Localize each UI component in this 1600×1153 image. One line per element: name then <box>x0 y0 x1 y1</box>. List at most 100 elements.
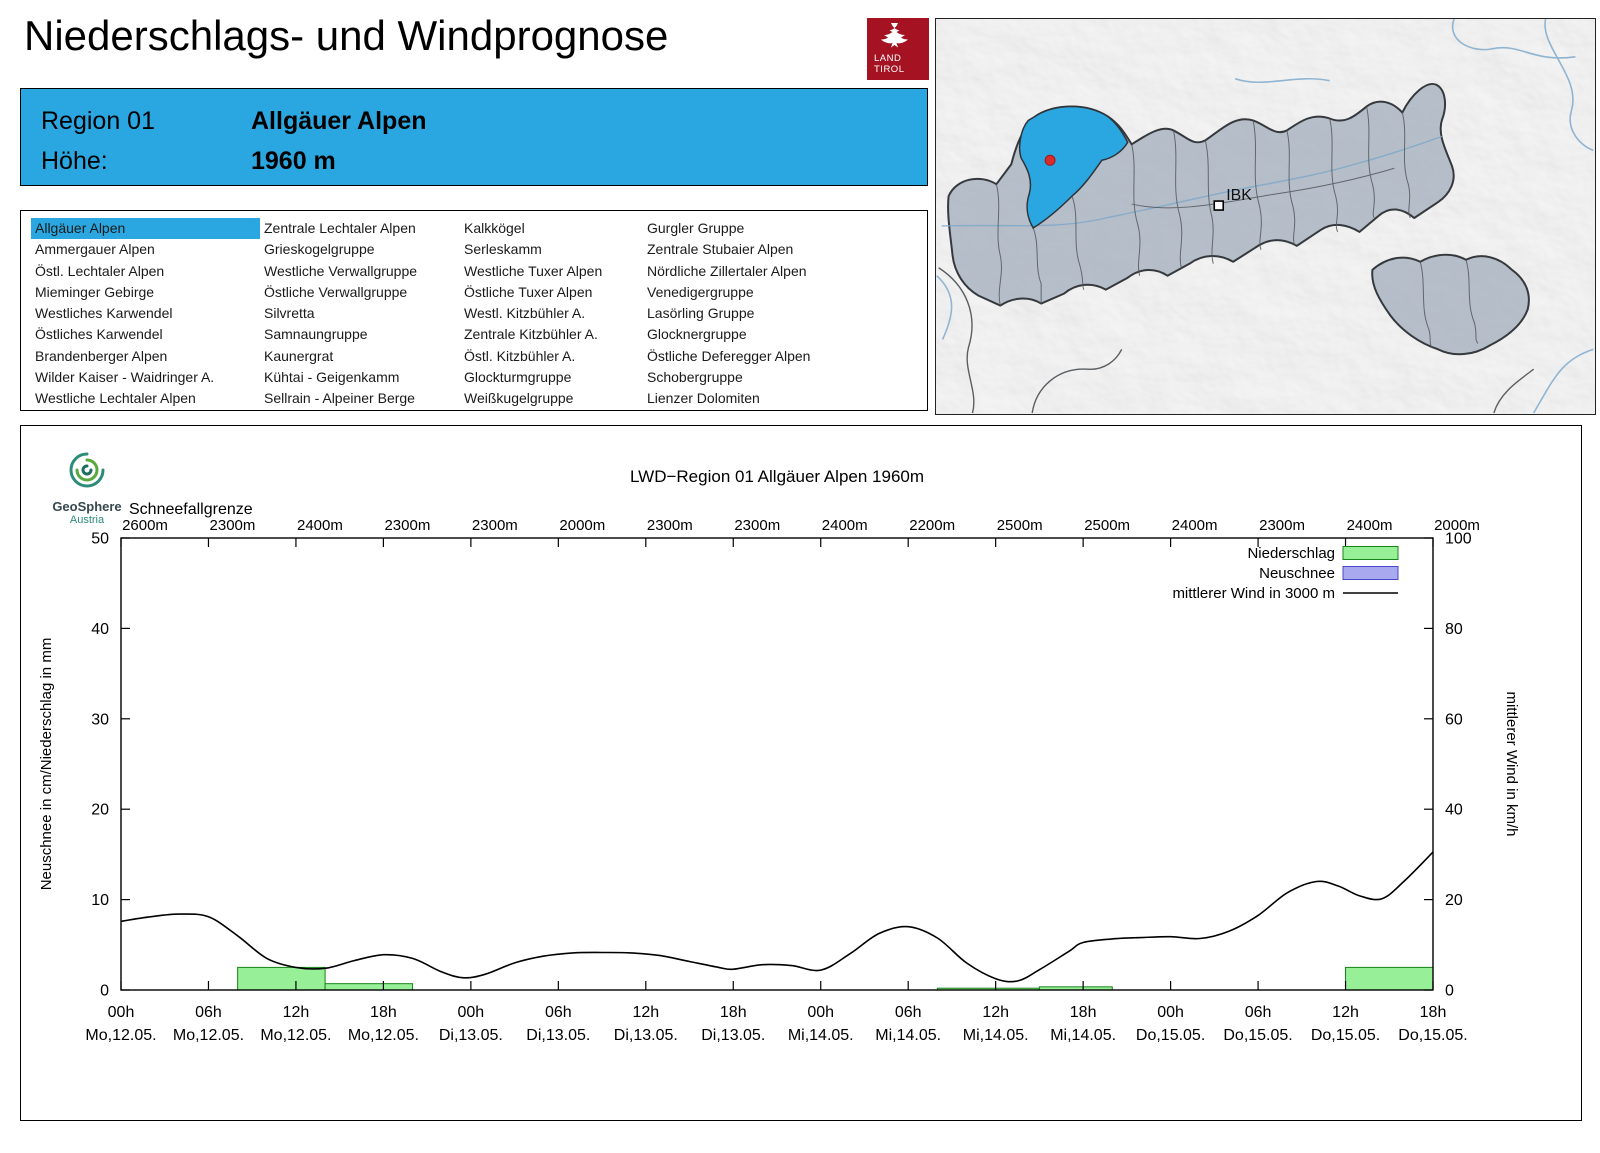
x-tick-hour: 18h <box>370 1004 397 1021</box>
region-list-item[interactable]: Kaunergrat <box>264 347 334 364</box>
region-list-item[interactable]: Westliche Lechtaler Alpen <box>35 390 196 407</box>
region-header: Region 01 Allgäuer Alpen Höhe: 1960 m <box>20 88 928 186</box>
y-right-axis-label: mittlerer Wind in km/h <box>1503 691 1520 836</box>
legend-label: Niederschlag <box>1247 545 1335 562</box>
region-list-item[interactable]: Serleskamm <box>464 241 542 258</box>
region-list-item[interactable]: Wilder Kaiser - Waidringer A. <box>35 369 215 386</box>
region-list-item[interactable]: Sellrain - Alpeiner Berge <box>264 390 415 407</box>
region-list-item[interactable]: Venedigergruppe <box>647 283 754 300</box>
region-list-item[interactable]: Zentrale Lechtaler Alpen <box>264 220 416 236</box>
snowline-label: Schneefallgrenze <box>129 501 253 518</box>
region-list-item[interactable]: Schobergruppe <box>647 369 743 386</box>
map-region-east-tirol[interactable] <box>1371 253 1530 356</box>
map-city-label: IBK <box>1226 187 1252 204</box>
x-tick-date: Mo,12.05. <box>260 1027 331 1044</box>
snowline-value: 2300m <box>647 517 693 534</box>
y-left-tick-label: 20 <box>91 802 109 819</box>
tirol-map[interactable]: IBK <box>936 19 1595 414</box>
y-left-tick-label: 50 <box>91 531 109 548</box>
x-tick-hour: 00h <box>1157 1004 1184 1021</box>
region-list-item[interactable]: Östliche Tuxer Alpen <box>464 283 593 300</box>
x-tick-date: Mo,12.05. <box>173 1027 244 1044</box>
region-list-item[interactable]: Glocknergruppe <box>647 326 747 343</box>
region-list-item[interactable]: Östliche Deferegger Alpen <box>647 347 811 364</box>
snowline-value: 2200m <box>909 517 955 534</box>
region-list-column: Zentrale Lechtaler Alpen Grieskogelgruppe… <box>260 218 460 410</box>
land-tirol-logo: LAND TIROL <box>867 18 929 80</box>
region-list-item[interactable]: Gurgler Gruppe <box>647 220 745 236</box>
legend-label: mittlerer Wind in 3000 m <box>1172 585 1335 602</box>
region-list-item[interactable]: Westliches Karwendel <box>35 305 173 322</box>
snowline-value: 2300m <box>1259 517 1305 534</box>
x-tick-date: Di,13.05. <box>614 1027 678 1044</box>
x-tick-date: Mi,14.05. <box>963 1027 1029 1044</box>
geosphere-logo: GeoSphere Austria <box>45 446 129 526</box>
x-tick-hour: 06h <box>545 1004 572 1021</box>
region-list-item[interactable]: Östl. Kitzbühler A. <box>464 347 576 364</box>
y-left-tick-label: 30 <box>91 711 109 728</box>
y-right-tick-label: 100 <box>1445 531 1472 548</box>
region-list-item[interactable]: Nördliche Zillertaler Alpen <box>647 262 807 279</box>
x-tick-date: Di,13.05. <box>439 1027 503 1044</box>
map-city-marker[interactable] <box>1213 200 1225 211</box>
region-list-item[interactable]: Mieminger Gebirge <box>35 283 155 300</box>
chart-title: LWD−Region 01 Allgäuer Alpen 1960m <box>630 467 924 486</box>
region-list-item[interactable]: Brandenberger Alpen <box>35 347 168 364</box>
region-list-item[interactable]: Grieskogelgruppe <box>264 241 375 258</box>
map-region-selected[interactable] <box>1018 105 1129 229</box>
region-list-item[interactable]: Östl. Lechtaler Alpen <box>35 262 165 279</box>
x-tick-hour: 06h <box>895 1004 922 1021</box>
region-list-item[interactable]: Westl. Kitzbühler A. <box>464 305 586 322</box>
altitude-label: Höhe: <box>41 146 108 175</box>
precipitation-bar <box>1345 966 1434 991</box>
region-list-item[interactable]: Ammergauer Alpen <box>35 241 155 258</box>
legend-label: Neuschnee <box>1259 565 1335 582</box>
region-list-item[interactable]: Kalkkögel <box>464 220 525 236</box>
snowline-value: 2400m <box>822 517 868 534</box>
snowline-value: 2600m <box>122 517 168 534</box>
region-list-item[interactable]: Zentrale Kitzbühler A. <box>464 326 598 343</box>
region-list-column: Allgäuer Alpen Ammergauer Alpen Östl. Lech… <box>31 218 260 410</box>
x-tick-date: Mi,14.05. <box>1050 1027 1116 1044</box>
geosphere-name: GeoSphere <box>52 499 122 514</box>
region-list-item[interactable]: Lasörling Gruppe <box>647 305 755 322</box>
region-list-item[interactable]: Weißkugelgruppe <box>464 390 574 407</box>
region-list-item[interactable]: Allgäuer Alpen <box>31 218 260 240</box>
y-left-tick-label: 10 <box>91 892 109 909</box>
y-left-axis-label: Neuschnee in cm/Niederschlag in mm <box>38 638 55 891</box>
x-tick-date: Mo,12.05. <box>348 1027 419 1044</box>
map-river-inn <box>941 135 1443 227</box>
region-list-column: Gurgler Gruppe Zentrale Stubaier Alpen Nör… <box>643 218 814 410</box>
region-list: Allgäuer Alpen Ammergauer Alpen Östl. Lech… <box>20 210 928 411</box>
y-left-tick-label: 40 <box>91 621 109 638</box>
plot-frame <box>120 537 1434 991</box>
x-tick-hour: 18h <box>1420 1004 1447 1021</box>
x-tick-date: Do,15.05. <box>1223 1027 1292 1044</box>
region-list-item[interactable]: Silvretta <box>264 305 315 322</box>
page-title: Niederschlags- und Windprognose <box>24 12 669 59</box>
snowline-value: 2500m <box>997 517 1043 534</box>
region-list-item[interactable]: Östliches Karwendel <box>35 326 163 343</box>
snowline-value: 2400m <box>1172 517 1218 534</box>
x-tick-date: Do,15.05. <box>1311 1027 1380 1044</box>
region-list-item[interactable]: Zentrale Stubaier Alpen <box>647 241 794 258</box>
snowline-value: 2500m <box>1084 517 1130 534</box>
x-tick-hour: 12h <box>283 1004 310 1021</box>
precipitation-bar <box>237 966 326 991</box>
region-list-item[interactable]: Kühtai - Geigenkamm <box>264 369 400 386</box>
x-tick-date: Di,13.05. <box>701 1027 765 1044</box>
snowline-value: 2300m <box>472 517 518 534</box>
legend-swatch <box>1342 546 1399 560</box>
x-tick-hour: 06h <box>195 1004 222 1021</box>
region-list-item[interactable]: Glockturmgruppe <box>464 369 572 386</box>
region-list-item[interactable]: Samnaungruppe <box>264 326 368 343</box>
region-list-item[interactable]: Westliche Tuxer Alpen <box>464 262 603 279</box>
map-location-marker <box>1044 154 1056 166</box>
snowline-value: 2000m <box>559 517 605 534</box>
map-panel[interactable]: IBK <box>935 18 1596 415</box>
region-list-item[interactable]: Lienzer Dolomiten <box>647 390 760 407</box>
geosphere-icon <box>69 452 105 488</box>
region-list-item[interactable]: Östliche Verwallgruppe <box>264 283 408 300</box>
region-list-item[interactable]: Westliche Verwallgruppe <box>264 262 418 279</box>
snowline-value: 2300m <box>210 517 256 534</box>
